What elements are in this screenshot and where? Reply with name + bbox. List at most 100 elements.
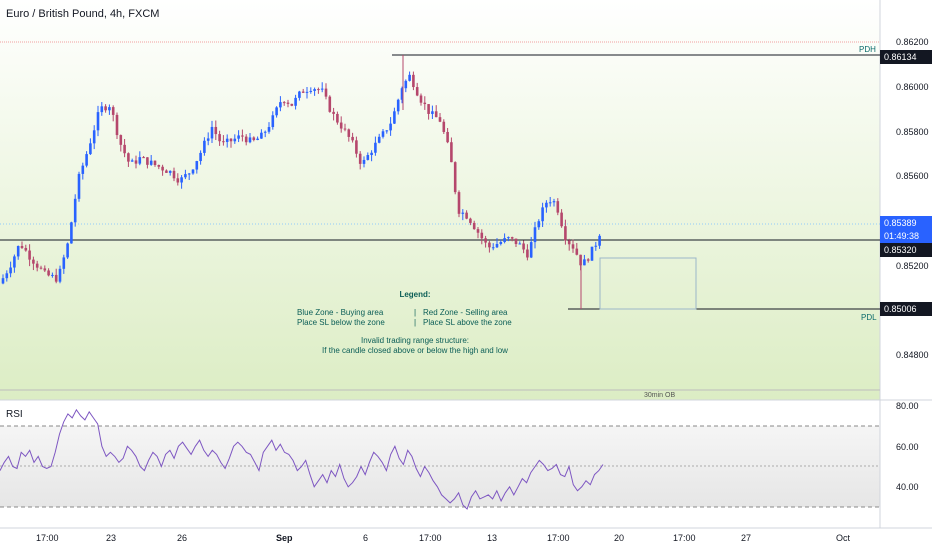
time-tick: 20 bbox=[614, 533, 625, 543]
pdl-price-badge: 0.85006 bbox=[880, 302, 932, 316]
candle-body bbox=[214, 126, 218, 135]
price-tick: 0.86200 bbox=[896, 37, 929, 47]
candle-body bbox=[9, 267, 12, 274]
chart-title[interactable]: Euro / British Pound, 4h, FXCM bbox=[6, 8, 160, 20]
candle-body bbox=[73, 198, 77, 223]
candle-body bbox=[28, 250, 31, 260]
red-zone-text: Red Zone - Selling area bbox=[423, 308, 508, 317]
blue-zone-text: Blue Zone - Buying area bbox=[297, 308, 384, 317]
legend-note[interactable]: Legend: Blue Zone - Buying area | Red Zo… bbox=[250, 290, 580, 356]
candle-body bbox=[313, 89, 316, 91]
rsi-tick: 40.00 bbox=[896, 482, 919, 492]
candle-body bbox=[374, 142, 377, 153]
candle-body bbox=[252, 137, 256, 141]
candle-body bbox=[400, 88, 404, 100]
legend-title: Legend: bbox=[399, 290, 431, 299]
candle-body bbox=[541, 207, 544, 222]
candle-body bbox=[518, 243, 522, 245]
candle-body bbox=[47, 270, 50, 276]
candle-body bbox=[54, 274, 58, 282]
candle-body bbox=[1, 278, 5, 284]
candle-body bbox=[305, 91, 309, 93]
candle-body bbox=[168, 170, 172, 173]
candle-body bbox=[362, 159, 366, 164]
price-tick: 0.85600 bbox=[896, 171, 929, 181]
candle-body bbox=[510, 237, 514, 239]
candle-body bbox=[594, 245, 598, 247]
time-tick: 17:00 bbox=[419, 533, 442, 543]
time-tick: 27 bbox=[741, 533, 752, 543]
invalid-text: If the candle closed above or below the … bbox=[322, 346, 508, 355]
legend-row: Place SL below the zone | Place SL above… bbox=[250, 318, 580, 328]
candle-body bbox=[229, 138, 233, 142]
red-zone-sl-text: Place SL above the zone bbox=[423, 318, 512, 327]
candle-body bbox=[263, 131, 267, 133]
candle-body bbox=[172, 170, 176, 179]
candle-body bbox=[556, 201, 560, 213]
candle-body bbox=[431, 111, 434, 114]
ob-label: 30min OB bbox=[644, 392, 676, 399]
candle-body bbox=[233, 138, 237, 142]
candle-body bbox=[533, 227, 537, 243]
candle-body bbox=[165, 170, 168, 173]
candle-body bbox=[423, 102, 427, 105]
candle-body bbox=[39, 267, 43, 269]
candle-body bbox=[81, 165, 85, 174]
candle-body bbox=[567, 240, 571, 245]
candle-body bbox=[586, 259, 590, 261]
candle-body bbox=[438, 117, 442, 122]
candle-body bbox=[476, 229, 480, 233]
candle-body bbox=[218, 134, 221, 142]
candle-body bbox=[85, 154, 88, 166]
candle-body bbox=[396, 99, 400, 112]
candle-body bbox=[203, 140, 206, 153]
candle-body bbox=[13, 256, 16, 268]
candle-body bbox=[472, 222, 476, 230]
legend-separator: | bbox=[413, 308, 417, 317]
candle-body bbox=[393, 111, 396, 124]
candle-body bbox=[282, 102, 286, 104]
candle-body bbox=[583, 259, 586, 266]
candle-body bbox=[415, 87, 419, 96]
candle-body bbox=[127, 153, 130, 162]
candle-body bbox=[130, 160, 134, 162]
candle-body bbox=[571, 244, 575, 249]
candle-body bbox=[389, 123, 392, 131]
candle-body bbox=[58, 268, 62, 282]
candle-body bbox=[469, 218, 472, 223]
candle-body bbox=[199, 152, 202, 162]
candle-body bbox=[286, 102, 290, 104]
candle-body bbox=[404, 80, 408, 89]
time-tick: Sep bbox=[276, 533, 293, 543]
price-tick: 0.84800 bbox=[896, 350, 929, 360]
candle-body bbox=[176, 178, 180, 183]
rsi-tick: 60.00 bbox=[896, 442, 919, 452]
legend-row: Blue Zone - Buying area | Red Zone - Sel… bbox=[250, 308, 580, 318]
candle-body bbox=[100, 106, 104, 113]
candle-body bbox=[260, 132, 263, 139]
ob-box[interactable] bbox=[599, 257, 697, 310]
candle-body bbox=[434, 111, 438, 118]
rsi-indicator-label[interactable]: RSI bbox=[6, 409, 23, 420]
candle-body bbox=[442, 121, 446, 132]
candle-body bbox=[575, 248, 579, 255]
candle-body bbox=[427, 104, 430, 114]
time-tick: 23 bbox=[106, 533, 117, 543]
candle-body bbox=[450, 142, 453, 163]
candle-body bbox=[108, 107, 111, 111]
candle-body bbox=[377, 136, 381, 143]
candle-body bbox=[495, 243, 499, 248]
candle-body bbox=[324, 88, 328, 97]
candle-body bbox=[499, 241, 503, 244]
candle-body bbox=[184, 174, 187, 178]
pdh-price-badge: 0.86134 bbox=[880, 50, 932, 64]
candle-body bbox=[564, 226, 567, 241]
candle-body bbox=[43, 268, 47, 271]
candlestick-series bbox=[1, 55, 601, 309]
candle-body bbox=[180, 177, 183, 183]
candle-body bbox=[35, 263, 39, 268]
candle-body bbox=[457, 192, 461, 214]
pdh-label: PDH bbox=[859, 45, 876, 54]
